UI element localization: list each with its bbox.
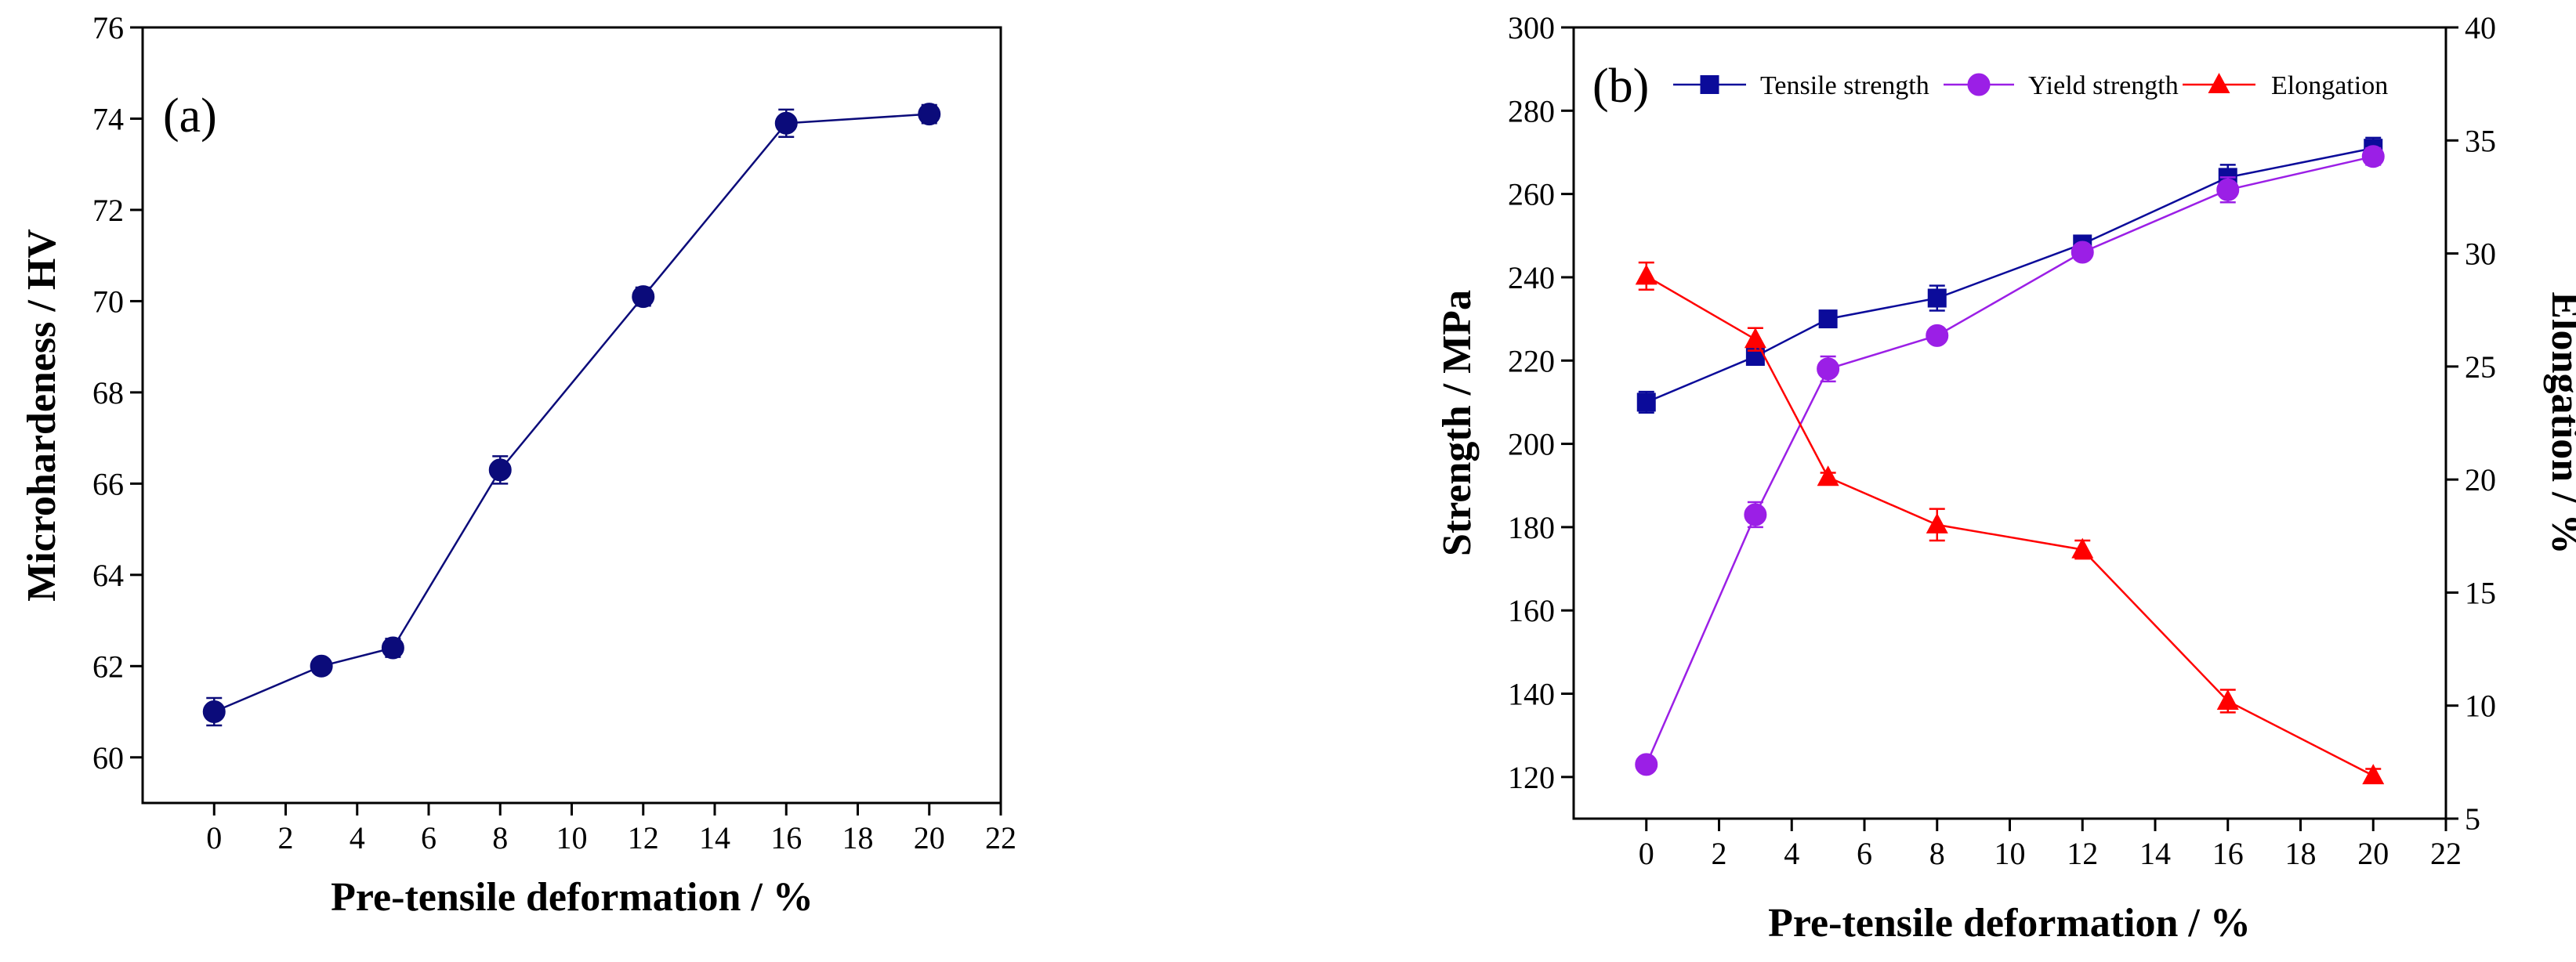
panel-label: (b) [1592, 60, 1649, 113]
legend: Tensile strength Yield strength Elongation [1673, 71, 2388, 100]
y2-tick-label: 10 [2465, 689, 2496, 724]
x-tick-label: 4 [350, 820, 365, 855]
y2-axis-label: Elongation / % [2543, 291, 2576, 554]
data-point [2216, 178, 2240, 201]
y-tick-label: 300 [1508, 10, 1555, 45]
series-microhardness [202, 103, 941, 727]
x-tick-label: 12 [2067, 836, 2098, 871]
series-elongation [1635, 261, 2385, 785]
y-tick-label: 68 [92, 375, 124, 410]
data-point [1744, 327, 1766, 349]
x-tick-label: 2 [278, 820, 294, 855]
data-point [1926, 512, 1948, 533]
x-tick-label: 10 [1994, 836, 2026, 871]
y2-tick-label: 5 [2465, 801, 2480, 837]
data-point [1927, 288, 1947, 308]
data-point [2071, 537, 2094, 559]
legend-label: Tensile strength [1760, 71, 1929, 100]
x-tick-label: 8 [492, 820, 508, 855]
x-tick-label: 22 [985, 820, 1016, 855]
data-point [1635, 753, 1658, 776]
x-axis-label: Pre-tensile deformation / % [1768, 901, 2251, 946]
data-point [1818, 309, 1838, 329]
data-point [1817, 465, 1839, 486]
y2-tick-label: 15 [2465, 575, 2496, 610]
y-axis-label: Strength / MPa [1435, 290, 1480, 556]
series-line [213, 113, 929, 713]
x-tick-label: 18 [842, 820, 874, 855]
y-tick-label: 64 [92, 558, 124, 593]
x-tick-label: 12 [628, 820, 659, 855]
x-tick-label: 18 [2285, 836, 2317, 871]
x-tick-label: 0 [1639, 836, 1654, 871]
plot-frame [1572, 26, 2447, 820]
panel-label: (a) [163, 89, 217, 143]
y-tick-label: 180 [1508, 510, 1555, 545]
x-tick-label: 16 [770, 820, 802, 855]
y-tick-label: 76 [92, 10, 124, 45]
x-tick-label: 6 [421, 820, 437, 855]
y-tick-label: 66 [92, 466, 124, 501]
data-point [1636, 392, 1656, 412]
y-tick-label: 120 [1508, 760, 1555, 795]
y-axis-label: Microhardeness / HV [20, 229, 64, 602]
legend-label: Yield strength [2028, 71, 2179, 100]
data-point [1635, 264, 1658, 285]
x-tick-label: 14 [2139, 836, 2171, 871]
y-tick-label: 240 [1508, 260, 1555, 295]
data-point [2361, 145, 2385, 168]
x-tick-label: 4 [1784, 836, 1799, 871]
y2-tick-label: 30 [2465, 237, 2496, 272]
x-tick-label: 22 [2430, 836, 2462, 871]
data-point [2216, 689, 2239, 710]
y-tick-label: 200 [1508, 427, 1555, 462]
legend-marker [1967, 73, 1991, 96]
data-point [918, 103, 941, 126]
series-line [1645, 155, 2374, 765]
y2-tick-label: 20 [2465, 462, 2496, 497]
y-tick-label: 62 [92, 649, 124, 684]
y2-tick-label: 25 [2465, 349, 2496, 385]
data-point [774, 111, 798, 135]
chart-panel-a: 0 2 4 6 8 10 12 14 16 18 20 22606264666870727476Pre… [20, 10, 1016, 920]
x-axis-label: Pre-tensile deformation / % [331, 875, 813, 920]
x-tick-label: 16 [2212, 836, 2244, 871]
y2-tick-label: 35 [2465, 123, 2496, 158]
data-point [2071, 240, 2094, 264]
y-tick-label: 220 [1508, 343, 1555, 378]
series-yield-strength [1635, 145, 2385, 776]
y2-tick-label: 40 [2465, 10, 2496, 45]
data-point [381, 636, 404, 660]
data-point [488, 458, 512, 482]
y-tick-label: 72 [92, 193, 124, 228]
y-tick-label: 60 [92, 740, 124, 776]
y-tick-label: 140 [1508, 677, 1555, 712]
legend-label: Elongation [2271, 71, 2388, 100]
x-tick-label: 8 [1929, 836, 1945, 871]
y-tick-label: 74 [92, 101, 124, 136]
x-tick-label: 20 [914, 820, 945, 855]
x-tick-label: 6 [1857, 836, 1872, 871]
chart-panel-b: 0 2 4 6 8 10 12 14 16 18 20 22 120 140 160 180 200 220 240… [1435, 10, 2576, 946]
legend-marker [2208, 73, 2230, 93]
y-tick-label: 70 [92, 284, 124, 319]
x-tick-label: 0 [206, 820, 222, 855]
x-tick-label: 14 [699, 820, 730, 855]
y-tick-label: 260 [1508, 177, 1555, 212]
x-tick-label: 2 [1712, 836, 1727, 871]
y-tick-label: 280 [1508, 93, 1555, 128]
data-point [310, 654, 333, 678]
x-tick-label: 20 [2357, 836, 2389, 871]
data-point [1817, 357, 1840, 381]
data-point [1744, 503, 1767, 526]
data-point [632, 285, 655, 309]
data-point [2362, 764, 2385, 785]
data-point [202, 700, 226, 724]
data-point [1926, 324, 1949, 347]
legend-marker [1700, 75, 1719, 94]
y-tick-label: 160 [1508, 593, 1555, 628]
x-tick-label: 10 [556, 820, 588, 855]
